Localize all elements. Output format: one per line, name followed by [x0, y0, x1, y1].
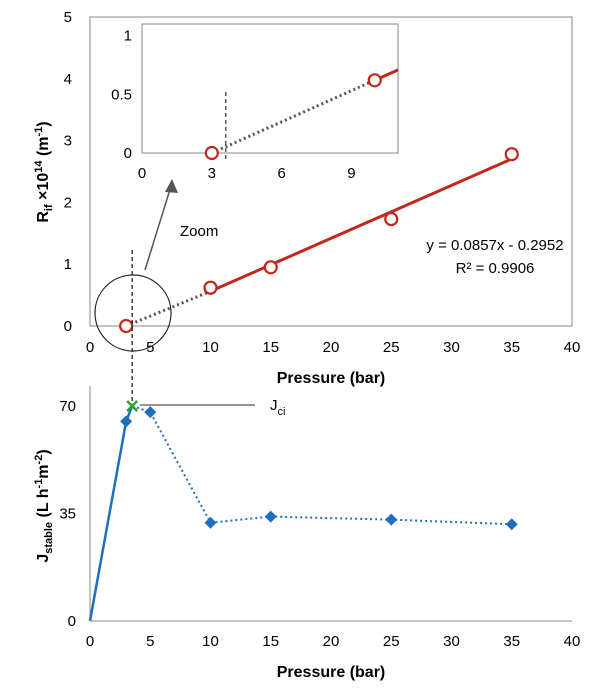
inset-frame [141, 23, 399, 154]
inset-series [204, 68, 399, 162]
inset-x-tick-2: 6 [277, 165, 285, 182]
x-tick-labels-top: 0 5 10 15 20 25 30 35 40 [86, 339, 581, 356]
critical-flux-marker [126, 400, 139, 412]
inset-x-tick-1: 3 [208, 165, 216, 182]
y-tick-top-3: 3 [64, 133, 72, 150]
resistance-point-1 [203, 280, 218, 295]
y-tick-top-5: 5 [64, 9, 72, 26]
trend-r-squared: R² = 0.9906 [456, 260, 535, 277]
y-tick-top-0: 0 [64, 318, 72, 335]
trend-equation: y = 0.0857x - 0.2952 [426, 237, 563, 254]
x-tick-bottom-6: 30 [443, 633, 460, 650]
zoom-arrowhead [165, 179, 178, 193]
y-axis-label-top: Rif ×1014 (m-1) [33, 121, 55, 222]
x-tick-top-0: 0 [86, 339, 94, 356]
trend-line [209, 157, 513, 293]
x-tick-top-3: 15 [262, 339, 279, 356]
flux-point-1 [144, 406, 157, 419]
resistance-point-4 [504, 147, 519, 162]
inset-y-tick-labels: 00.51 [111, 28, 132, 162]
y-axis-label-bottom: Jstable (L h-1m-2) [33, 449, 55, 562]
plot-frame-top [89, 16, 573, 327]
y-tick-top-2: 2 [64, 194, 72, 211]
zoom-arrow [144, 182, 173, 271]
y-tick-top-1: 1 [64, 256, 72, 273]
trend-extrapolation [125, 289, 212, 328]
inset-y-tick-1: 0.5 [111, 86, 132, 103]
flux-point-2 [204, 516, 217, 529]
x-tick-top-7: 35 [503, 339, 520, 356]
inset-x-tick-labels: 0 3 6 9 [138, 165, 356, 182]
inset-x-tick-0: 0 [138, 165, 146, 182]
x-axis-label-bottom: Pressure (bar) [277, 664, 386, 681]
flux-decline-line [131, 405, 512, 526]
resistance-point-2 [263, 260, 278, 275]
x-tick-top-5: 25 [383, 339, 400, 356]
y-tick-top-4: 4 [64, 71, 72, 88]
y-tick-labels-top: 0 1 2 3 4 5 [64, 9, 72, 335]
flux-point-4 [385, 513, 398, 526]
x-tick-bottom-5: 25 [383, 633, 400, 650]
x-tick-top-6: 30 [443, 339, 460, 356]
x-tick-top-2: 10 [202, 339, 219, 356]
x-tick-top-4: 20 [323, 339, 340, 356]
resistance-point-3 [384, 211, 399, 227]
inset-point-0 [204, 145, 219, 161]
flux-rise-line [88, 405, 134, 622]
flux-point-3 [264, 510, 277, 523]
zoom-label: Zoom [180, 223, 218, 240]
x-tick-bottom-7: 35 [503, 633, 520, 650]
x-tick-bottom-0: 0 [86, 633, 94, 650]
y-tick-bottom-2: 70 [59, 398, 76, 415]
inset-point-1 [367, 73, 382, 88]
x-tick-bottom-3: 15 [262, 633, 279, 650]
flux-series [88, 400, 518, 622]
x-tick-labels-bottom: 0 5 10 15 20 25 30 35 40 [86, 633, 581, 650]
inset-x-tick-3: 9 [347, 165, 355, 182]
resistance-point-0 [119, 318, 134, 334]
resistance-series [119, 147, 519, 334]
flux-chart: 0 5 10 15 20 25 30 35 40 0 35 70 Pressure (bar) Js… [33, 386, 580, 681]
x-tick-bottom-2: 10 [202, 633, 219, 650]
x-tick-top-8: 40 [564, 339, 581, 356]
y-tick-labels-bottom: 0 35 70 [59, 398, 76, 630]
x-tick-bottom-8: 40 [564, 633, 581, 650]
inset-y-tick-0: 0 [124, 145, 132, 162]
flux-point-0 [120, 415, 133, 428]
x-tick-bottom-1: 5 [146, 633, 154, 650]
y-tick-bottom-1: 35 [59, 506, 76, 523]
x-axis-label-top: Pressure (bar) [277, 370, 386, 387]
critical-flux-label: Jci [270, 397, 285, 418]
inset-y-tick-2: 1 [124, 28, 132, 45]
y-tick-bottom-0: 0 [68, 613, 76, 630]
zoom-circle [94, 274, 172, 352]
flux-point-5 [505, 518, 518, 531]
x-tick-bottom-4: 20 [323, 633, 340, 650]
